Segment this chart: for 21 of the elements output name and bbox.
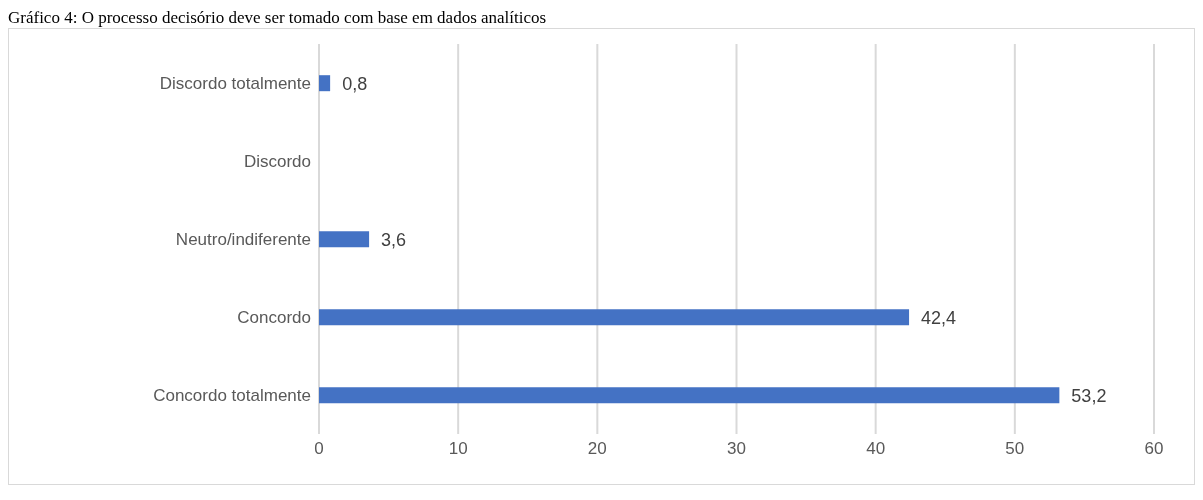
data-label: 53,2 <box>1071 385 1107 406</box>
data-label: 0,8 <box>342 73 368 94</box>
x-tick-label: 0 <box>314 439 324 459</box>
bar <box>319 231 370 248</box>
data-label: 42,4 <box>921 307 957 328</box>
x-tick-label: 10 <box>448 439 468 459</box>
x-tick-label: 50 <box>1005 439 1025 459</box>
x-tick-label: 20 <box>587 439 607 459</box>
y-tick-label: Concordo totalmente <box>153 386 311 406</box>
y-tick-label: Discordo <box>243 152 311 172</box>
chart-title: Gráfico 4: O processo decisório deve ser tomado com base em dados analíticos <box>8 8 548 28</box>
x-tick-label: 60 <box>1144 439 1164 459</box>
y-tick-label: Neutro/indiferente <box>175 230 311 250</box>
y-tick-label: Discordo totalmente <box>159 74 311 94</box>
y-tick-label: Concordo <box>237 308 311 328</box>
data-label: 3,6 <box>381 229 407 250</box>
bar <box>319 309 910 326</box>
x-tick-label: 30 <box>727 439 746 459</box>
x-tick-label: 40 <box>866 439 886 459</box>
bar <box>319 387 1060 404</box>
bar <box>319 75 331 92</box>
